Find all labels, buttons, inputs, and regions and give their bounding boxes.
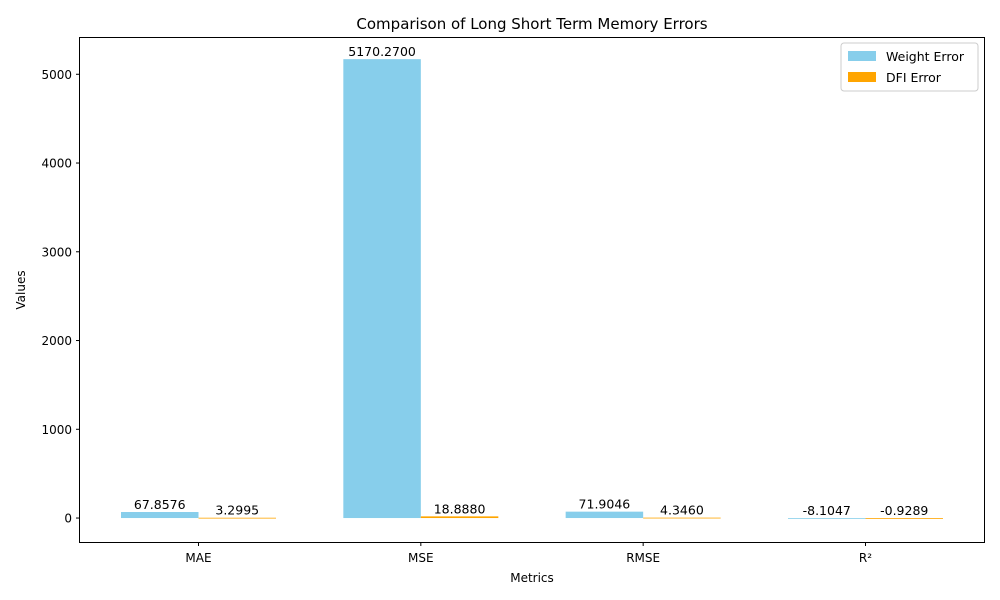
legend-label: DFI Error [886, 70, 942, 85]
plot-area: 67.8576 5170.2700 71.9046 -8.1047 3.2995 18.8… [121, 44, 943, 519]
bar-label: 71.9046 [579, 497, 631, 512]
y-tick-label: 2000 [41, 334, 72, 348]
bar-label: 67.8576 [134, 497, 186, 512]
y-tick-label: 3000 [41, 245, 72, 259]
bar [865, 518, 943, 519]
bar [565, 511, 644, 519]
bar [787, 518, 866, 519]
x-axis-title: Metrics [510, 571, 554, 585]
y-tick-label: 1000 [41, 423, 72, 437]
x-tick-label: R² [859, 551, 872, 565]
bar-label: 4.3460 [660, 503, 704, 518]
bar-label: 5170.2700 [348, 44, 416, 59]
bar [121, 512, 199, 519]
bar [420, 516, 499, 519]
y-tick-label: 0 [64, 512, 72, 526]
bar-label: -8.1047 [803, 503, 851, 518]
y-axis-title: Values [14, 270, 28, 309]
x-tick-label: RMSE [626, 551, 660, 565]
axes: 0 1000 2000 3000 4000 5000 MAE MSE RMSE R² [41, 68, 872, 565]
bar-label: 3.2995 [215, 503, 259, 518]
x-tick-label: MAE [185, 551, 211, 565]
bar [643, 517, 721, 519]
legend-swatch [848, 51, 876, 61]
chart-title: Comparison of Long Short Term Memory Err… [356, 15, 707, 33]
legend: Weight Error DFI Error [840, 42, 979, 92]
bar [343, 59, 421, 519]
legend-swatch [848, 72, 876, 82]
bar-label: -0.9289 [880, 503, 928, 518]
plot-frame [79, 37, 985, 543]
y-tick-label: 4000 [41, 157, 72, 171]
x-tick-label: MSE [408, 551, 434, 565]
bar-label: 18.8880 [434, 501, 486, 516]
legend-label: Weight Error [886, 49, 965, 64]
y-tick-label: 5000 [41, 68, 72, 82]
bar [198, 517, 276, 519]
